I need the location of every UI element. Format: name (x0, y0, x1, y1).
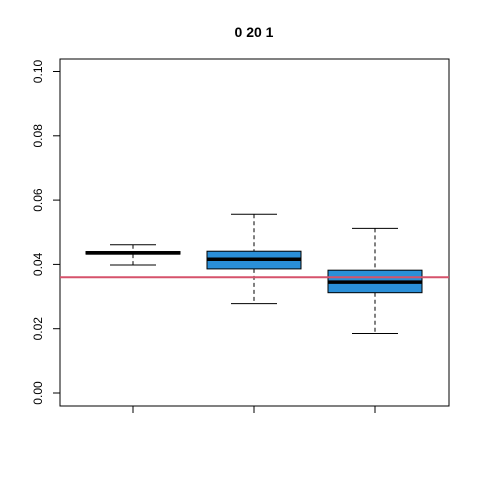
y-tick-label: 0.10 (31, 59, 45, 83)
plot-frame (59, 58, 450, 407)
box-3 (327, 227, 423, 335)
y-tick-label: 0.02 (31, 317, 45, 341)
y-tick-label: 0.08 (31, 124, 45, 148)
boxes-group (85, 213, 423, 335)
chart-title: 0 20 1 (235, 24, 274, 40)
y-axis: 0.00 0.02 0.04 0.06 0.08 0.10 (31, 59, 61, 405)
box-2 (206, 213, 302, 305)
y-tick-label: 0.04 (31, 252, 45, 276)
y-tick-label: 0.06 (31, 188, 45, 212)
box-1 (85, 244, 181, 266)
x-axis (132, 406, 376, 413)
y-tick-label: 0.00 (31, 381, 45, 405)
